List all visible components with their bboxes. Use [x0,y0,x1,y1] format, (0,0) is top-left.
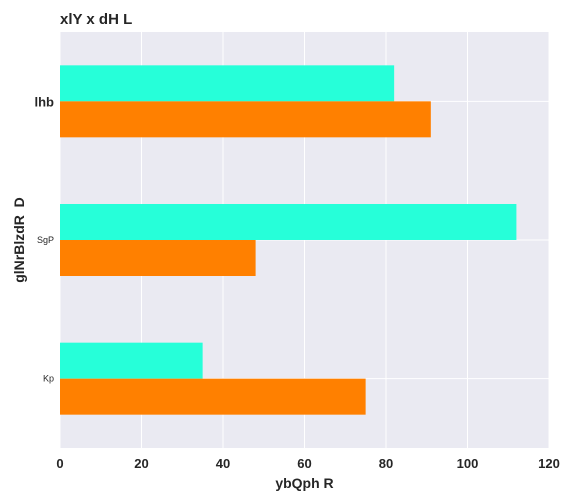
bar-lhb-series-2 [60,101,431,138]
bars [60,65,517,415]
bar-Kp-series-2 [60,378,366,415]
x-tick-label: 80 [379,456,393,471]
y-tick-label: lhb [35,94,55,109]
x-tick-label: 40 [216,456,230,471]
y-axis-label: glNrBlzdR D [11,197,27,283]
bar-SgP-series-1 [60,204,517,240]
bar-Kp-series-1 [60,342,203,379]
chart-title: xlY x dH L [60,11,132,28]
x-tick-label: 100 [457,456,479,471]
x-tick-label: 20 [134,456,148,471]
y-tick-labels: lhb SgP Kp [35,94,55,383]
bar-lhb-series-1 [60,65,395,102]
x-tick-label: 0 [56,456,63,471]
x-axis-label: ybQph R [275,475,333,491]
y-tick-label: SgP [37,235,54,245]
y-tick-label: Kp [43,374,54,384]
x-tick-labels: 0 20 40 60 80 100 120 [56,456,559,471]
x-tick-label: 120 [538,456,560,471]
x-tick-label: 60 [297,456,311,471]
bar-SgP-series-2 [60,240,256,276]
